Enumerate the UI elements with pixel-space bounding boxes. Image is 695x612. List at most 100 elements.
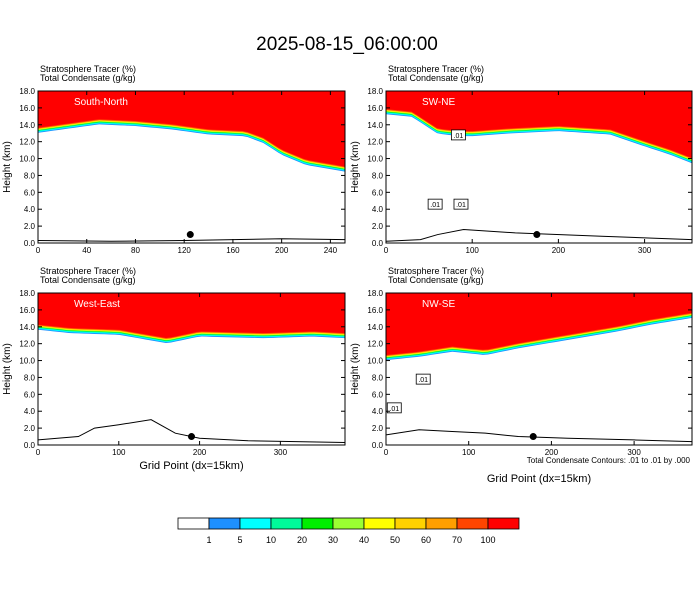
panel-title-tracer: Stratosphere Tracer (%)	[40, 64, 136, 74]
tracer-band-100	[386, 91, 692, 159]
panels: 0.0 2.0 4.0 6.0 8.0 10.0 12.0 14.0 16.0 18.0 0 40 80…	[2, 64, 693, 485]
x-tick-label: 300	[638, 246, 652, 255]
y-tick-label: 4.0	[372, 205, 384, 214]
tracer-band-100	[38, 91, 345, 167]
y-tick-label: 18.0	[367, 289, 383, 298]
y-tick-label: 16.0	[19, 306, 35, 315]
panel-title-tracer: Stratosphere Tracer (%)	[388, 266, 484, 276]
panel-frame	[37, 292, 346, 446]
contour-label: .01	[454, 133, 464, 140]
panel-label: South-North	[74, 97, 128, 108]
x-tick-label: 0	[384, 246, 389, 255]
plot-area: .01 .01 .01	[386, 91, 692, 243]
y-axis-label: Height (km)	[350, 343, 361, 395]
colorbar-swatch	[394, 517, 427, 530]
colorbar-label: 20	[297, 535, 307, 545]
y-tick-label: 16.0	[367, 306, 383, 315]
y-axis-label: Height (km)	[2, 141, 13, 193]
panel-title-condensate: Total Condensate (g/kg)	[388, 275, 484, 285]
y-tick-label: 6.0	[24, 390, 36, 399]
x-tick-label: 100	[462, 448, 476, 457]
plot-area: .01 .01	[386, 293, 692, 445]
y-tick-label: 6.0	[372, 188, 384, 197]
y-tick-label: 12.0	[19, 340, 35, 349]
y-tick-label: 6.0	[24, 188, 36, 197]
colorbar-label: 1	[206, 535, 211, 545]
colorbar: 1 5 10 20 30 40 50 60 70 100	[177, 517, 520, 545]
y-tick-label: 14.0	[367, 121, 383, 130]
colorbar-swatch	[177, 517, 210, 530]
y-axis-label: Height (km)	[350, 141, 361, 193]
x-tick-label: 240	[324, 246, 338, 255]
contour-label-box	[427, 198, 443, 210]
y-tick-label: 10.0	[367, 155, 383, 164]
location-marker	[188, 433, 195, 441]
contour-label: .01	[430, 202, 440, 209]
colorbar-swatch	[363, 517, 396, 530]
figure-title: 2025-08-15_06:00:00	[256, 34, 438, 55]
colorbar-label: 40	[359, 535, 369, 545]
x-tick-label: 0	[36, 246, 41, 255]
panel-title-condensate: Total Condensate (g/kg)	[388, 73, 484, 83]
x-tick-label: 300	[627, 448, 641, 457]
y-tick-label: 18.0	[19, 289, 35, 298]
y-tick-label: 10.0	[19, 155, 35, 164]
panel-title-condensate: Total Condensate (g/kg)	[40, 275, 136, 285]
y-tick-label: 16.0	[367, 104, 383, 113]
panel-label: West-East	[74, 299, 120, 310]
panel-frame	[37, 90, 346, 244]
colorbar-label: 30	[328, 535, 338, 545]
colorbar-label: 60	[421, 535, 431, 545]
panel-label: SW-NE	[422, 97, 455, 108]
colorbar-swatch	[270, 517, 303, 530]
contour-label-box	[451, 129, 466, 141]
y-tick-label: 2.0	[24, 222, 36, 231]
terrain-line	[386, 228, 692, 242]
y-axis-label: Height (km)	[2, 343, 13, 395]
contour-note: Total Condensate Contours: .01 to .01 by…	[527, 456, 691, 465]
y-tick-label: 2.0	[24, 424, 36, 433]
y-tick-label: 16.0	[19, 104, 35, 113]
terrain-line	[38, 419, 345, 443]
colorbar-swatch	[239, 517, 272, 530]
tracer-band-100	[38, 293, 345, 338]
y-tick-label: 4.0	[24, 205, 36, 214]
y-tick-label: 4.0	[372, 407, 384, 416]
y-tick-label: 0.0	[24, 239, 36, 248]
location-marker	[533, 231, 541, 239]
location-marker	[529, 433, 537, 441]
y-tick-label: 2.0	[372, 222, 384, 231]
panel-title-tracer: Stratosphere Tracer (%)	[40, 266, 136, 276]
y-tick-label: 14.0	[19, 121, 35, 130]
panel-west-east: 0.0 2.0 4.0 6.0 8.0 10.0 12.0 14.0 16.0 18.0 0 100 2…	[2, 266, 346, 457]
y-tick-label: 10.0	[367, 357, 383, 366]
contour-label: .01	[456, 202, 466, 209]
panel-south-north: 0.0 2.0 4.0 6.0 8.0 10.0 12.0 14.0 16.0 18.0 0 40 80…	[2, 64, 346, 255]
colorbar-swatch	[487, 517, 520, 530]
x-tick-label: 200	[552, 246, 566, 255]
x-tick-label: 200	[545, 448, 559, 457]
y-tick-label: 6.0	[372, 390, 384, 399]
y-tick-label: 10.0	[19, 357, 35, 366]
y-tick-label: 12.0	[19, 138, 35, 147]
x-tick-label: 0	[384, 448, 389, 457]
contour-label: .01	[418, 377, 428, 384]
contour-label-box	[453, 198, 469, 210]
colorbar-label: 10	[266, 535, 276, 545]
y-tick-label: 18.0	[367, 87, 383, 96]
x-tick-label: 160	[226, 246, 240, 255]
colorbar-label: 70	[452, 535, 462, 545]
y-tick-label: 0.0	[24, 441, 36, 450]
panel-frame	[385, 90, 693, 244]
panel-sw-ne: .01 .01 .01 0.0 2.0 4.0 6.0 8.0 10.0 12.0 14.0 16.0…	[350, 64, 693, 255]
colorbar-swatch	[332, 517, 365, 530]
y-tick-label: 8.0	[24, 373, 36, 382]
x-tick-label: 40	[82, 246, 91, 255]
x-tick-label: 0	[36, 448, 41, 457]
terrain-line	[386, 429, 692, 443]
location-marker	[186, 231, 194, 239]
y-tick-label: 8.0	[24, 171, 36, 180]
colorbar-label: 100	[480, 535, 495, 545]
x-tick-label: 200	[193, 448, 207, 457]
y-tick-label: 4.0	[24, 407, 36, 416]
